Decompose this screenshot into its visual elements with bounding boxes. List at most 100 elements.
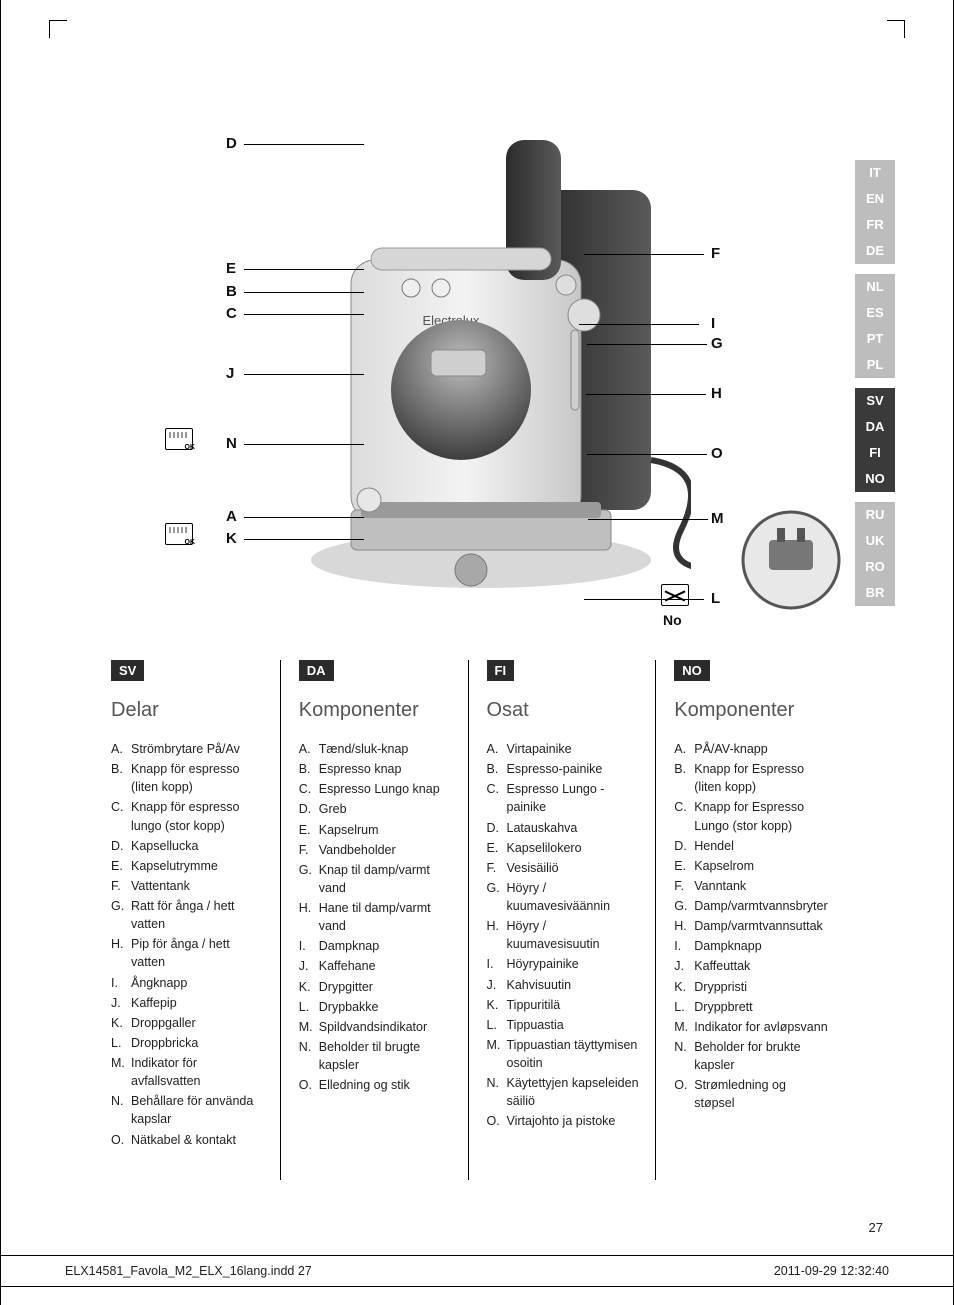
lang-tab-es[interactable]: ES [855, 300, 895, 326]
item-text: Kapselutrymme [131, 857, 218, 875]
parts-item: H.Hane til damp/varmt vand [299, 899, 454, 935]
item-letter: I. [299, 937, 319, 955]
item-letter: H. [299, 899, 319, 935]
parts-item: B.Espresso knap [299, 760, 454, 778]
item-letter: O. [487, 1112, 507, 1130]
ok-icon [165, 428, 193, 450]
item-letter: M. [674, 1018, 694, 1036]
lang-tab-ru[interactable]: RU [855, 502, 895, 528]
parts-item: M.Indikator for avløpsvann [674, 1018, 829, 1036]
item-letter: I. [111, 974, 131, 992]
callout-A: A [226, 508, 237, 525]
item-letter: C. [487, 780, 507, 816]
item-text: Kapselrom [694, 857, 754, 875]
item-letter: A. [674, 740, 694, 758]
parts-item: I.Höyrypainike [487, 955, 642, 973]
item-letter: M. [487, 1036, 507, 1072]
column-sv: SVDelarA.Strömbrytare På/AvB.Knapp för e… [101, 660, 281, 1180]
parts-item: L.Droppbricka [111, 1034, 266, 1052]
lang-tab-uk[interactable]: UK [855, 528, 895, 554]
item-letter: E. [487, 839, 507, 857]
callout-M: M [711, 510, 724, 527]
item-text: Strømledning og støpsel [694, 1076, 829, 1112]
parts-item: N.Beholder for brukte kapsler [674, 1038, 829, 1074]
parts-item: H.Pip för ånga / hett vatten [111, 935, 266, 971]
callout-E: E [226, 260, 236, 277]
lang-tab-da[interactable]: DA [855, 414, 895, 440]
item-text: Espresso Lungo -painike [507, 780, 642, 816]
lang-tab-fr[interactable]: FR [855, 212, 895, 238]
item-text: PÅ/AV-knapp [694, 740, 767, 758]
parts-item: E.Kapselrom [674, 857, 829, 875]
callout-N: N [226, 435, 237, 452]
item-text: Virtapainike [507, 740, 572, 758]
item-text: Pip för ånga / hett vatten [131, 935, 266, 971]
parts-item: J.Kaffepip [111, 994, 266, 1012]
lang-tab-sv[interactable]: SV [855, 388, 895, 414]
parts-item: F.Vanntank [674, 877, 829, 895]
language-tabs: ITENFRDE NLESPTPL SVDAFINO RUUKROBR [855, 160, 895, 616]
item-text: Kaffepip [131, 994, 177, 1012]
item-letter: B. [487, 760, 507, 778]
ok-icon [165, 523, 193, 545]
lang-tab-it[interactable]: IT [855, 160, 895, 186]
item-letter: M. [299, 1018, 319, 1036]
parts-item: O.Virtajohto ja pistoke [487, 1112, 642, 1130]
item-letter: B. [111, 760, 131, 796]
parts-item: F.Vesisäiliö [487, 859, 642, 877]
item-text: Kahvisuutin [507, 976, 572, 994]
parts-item: F.Vandbeholder [299, 841, 454, 859]
plug-inset-illustration [731, 500, 851, 620]
item-letter: C. [674, 798, 694, 834]
item-letter: J. [487, 976, 507, 994]
item-letter: D. [674, 837, 694, 855]
item-text: Dampknapp [694, 937, 761, 955]
lang-badge: DA [299, 660, 334, 681]
item-letter: N. [487, 1074, 507, 1110]
item-text: Dryppbrett [694, 998, 752, 1016]
parts-item: C.Espresso Lungo knap [299, 780, 454, 798]
item-letter: K. [487, 996, 507, 1014]
item-text: Käytettyjen kapseleiden säiliö [507, 1074, 642, 1110]
parts-item: G.Damp/varmtvannsbryter [674, 897, 829, 915]
product-diagram: Electrolux [171, 100, 811, 630]
item-text: Knapp för espresso lungo (stor kopp) [131, 798, 266, 834]
item-letter: G. [299, 861, 319, 897]
lang-tab-fi[interactable]: FI [855, 440, 895, 466]
parts-item: L.Tippuastia [487, 1016, 642, 1034]
lang-tab-de[interactable]: DE [855, 238, 895, 264]
parts-item: E.Kapselrum [299, 821, 454, 839]
parts-item: I.Ångknapp [111, 974, 266, 992]
lang-tab-no[interactable]: NO [855, 466, 895, 492]
item-text: Damp/varmtvannsuttak [694, 917, 823, 935]
item-text: Hane til damp/varmt vand [319, 899, 454, 935]
item-letter: O. [674, 1076, 694, 1112]
parts-item: C.Knapp för espresso lungo (stor kopp) [111, 798, 266, 834]
item-text: Knap til damp/varmt vand [319, 861, 454, 897]
parts-item: C.Knapp for Espresso Lungo (stor kopp) [674, 798, 829, 834]
parts-item: M.Indikator för avfallsvatten [111, 1054, 266, 1090]
lang-tab-br[interactable]: BR [855, 580, 895, 606]
item-text: Vanntank [694, 877, 746, 895]
item-text: Höyry / kuumavesisuutin [507, 917, 642, 953]
item-text: Hendel [694, 837, 734, 855]
item-letter: E. [111, 857, 131, 875]
lang-tab-pl[interactable]: PL [855, 352, 895, 378]
parts-item: O.Elledning og stik [299, 1076, 454, 1094]
callout-C: C [226, 305, 237, 322]
parts-item: K.Dryppristi [674, 978, 829, 996]
lang-tab-en[interactable]: EN [855, 186, 895, 212]
parts-item: D.Greb [299, 800, 454, 818]
item-letter: B. [299, 760, 319, 778]
lang-tab-pt[interactable]: PT [855, 326, 895, 352]
lang-tab-ro[interactable]: RO [855, 554, 895, 580]
parts-list: A.VirtapainikeB.Espresso-painikeC.Espres… [487, 740, 642, 1131]
item-text: Knapp for Espresso (liten kopp) [694, 760, 829, 796]
item-text: Spildvandsindikator [319, 1018, 427, 1036]
lang-tab-nl[interactable]: NL [855, 274, 895, 300]
item-text: Knapp för espresso (liten kopp) [131, 760, 266, 796]
page-number: 27 [869, 1220, 883, 1235]
item-letter: J. [111, 994, 131, 1012]
parts-item: B.Knapp for Espresso (liten kopp) [674, 760, 829, 796]
column-no: NOKomponenterA.PÅ/AV-knappB.Knapp for Es… [664, 660, 843, 1180]
